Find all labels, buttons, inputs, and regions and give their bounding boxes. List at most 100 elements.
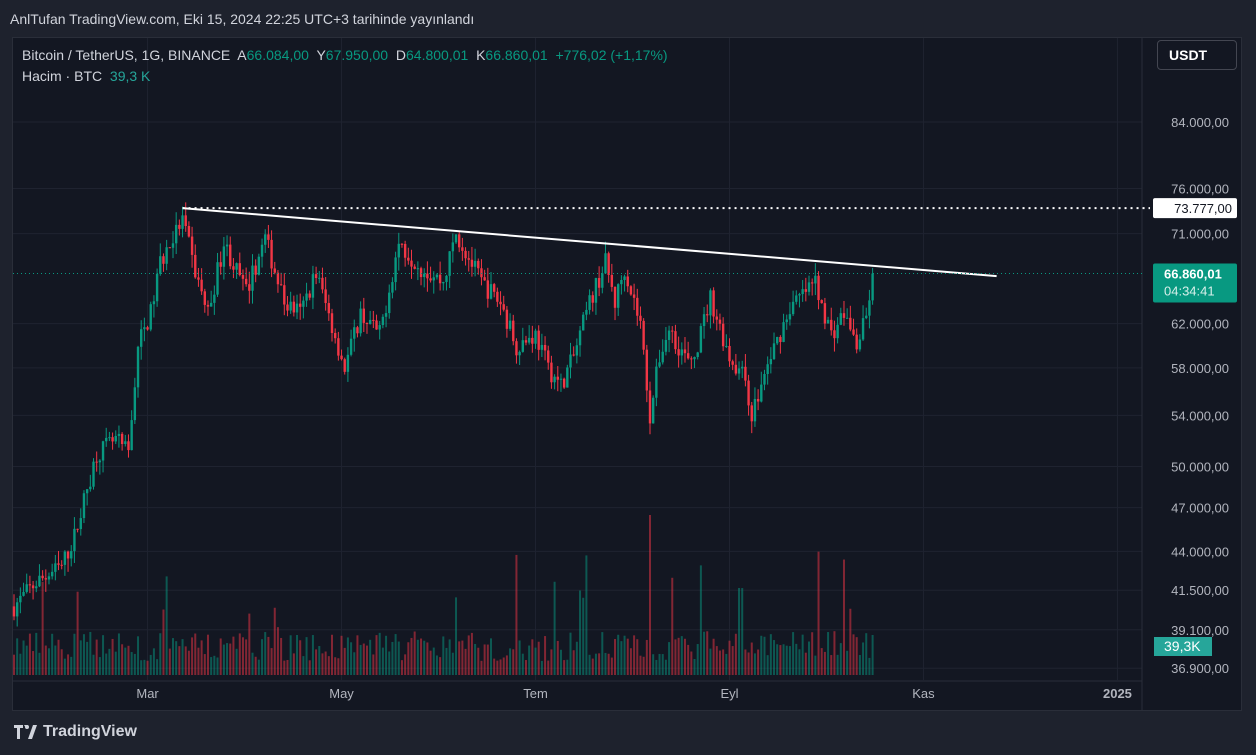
volume-bar — [750, 642, 753, 675]
y-tick-label: 71.000,00 — [1171, 227, 1229, 242]
candle-body — [413, 266, 416, 269]
candle-body — [311, 274, 315, 298]
volume-bar — [251, 652, 254, 675]
candle-body — [521, 340, 524, 352]
candle-body — [607, 253, 610, 275]
candle-body — [661, 351, 664, 363]
x-tick-label: Kas — [912, 686, 935, 701]
candle-body — [340, 355, 343, 360]
candle-body — [445, 275, 448, 282]
volume-bar — [117, 633, 120, 675]
candle-body — [651, 397, 655, 424]
candle-body — [566, 367, 569, 388]
candle-body — [776, 336, 779, 344]
volume-bar — [722, 649, 725, 675]
volume-bar — [769, 634, 772, 675]
volume-bar — [121, 644, 124, 675]
y-tick-label: 62.000,00 — [1171, 317, 1229, 332]
candle-body — [111, 437, 114, 442]
candle-body — [82, 493, 86, 519]
candle-body — [289, 301, 292, 311]
candle-body — [15, 602, 19, 617]
volume-bar — [92, 654, 95, 675]
candle-body — [73, 528, 76, 552]
candle-body — [388, 292, 391, 314]
volume-bar — [238, 633, 241, 675]
volume-bar — [439, 657, 442, 675]
candle-body — [168, 247, 172, 249]
candle-body — [810, 282, 814, 284]
candle-body — [823, 303, 827, 324]
candle-body — [149, 304, 152, 330]
chart-panel[interactable] — [12, 37, 1242, 711]
candle-body — [833, 330, 836, 339]
candle-body — [225, 244, 229, 247]
volume-bar — [229, 643, 232, 675]
candle-body — [318, 277, 321, 279]
volume-bar — [334, 657, 337, 675]
volume-bar — [693, 658, 696, 675]
candle-body — [28, 584, 32, 586]
volume-bar — [362, 643, 365, 675]
candle-body — [527, 337, 531, 343]
level-price-tag — [1153, 198, 1237, 219]
volume-bar — [842, 559, 845, 675]
volume-bar — [642, 656, 645, 675]
candle-body — [769, 359, 773, 365]
candle-body — [375, 320, 378, 330]
volume-bar — [86, 641, 89, 675]
volume-bar — [537, 641, 540, 675]
candle-body — [410, 260, 413, 267]
volume-bar — [601, 632, 604, 675]
volume-bar — [41, 581, 44, 675]
candle-body — [537, 330, 540, 350]
candle-body — [658, 362, 661, 367]
candle-body — [419, 268, 423, 278]
volume-bar — [547, 660, 550, 675]
candle-body — [333, 333, 337, 339]
volume-bar — [283, 660, 286, 675]
candle-body — [664, 339, 668, 352]
candle-body — [737, 368, 741, 374]
candle-body — [712, 290, 715, 317]
candle-body — [604, 253, 607, 274]
footer-brand[interactable]: TradingView — [14, 723, 137, 741]
volume-bar — [442, 636, 445, 675]
candle-body — [499, 301, 502, 305]
volume-value: 39,3 K — [109, 68, 151, 84]
candle-body — [858, 339, 862, 350]
candle-body — [66, 551, 70, 559]
candle-body — [779, 336, 782, 342]
volume-bar — [270, 648, 273, 675]
candle-body — [686, 353, 690, 359]
candle-body — [400, 243, 404, 245]
volume-bar — [480, 660, 483, 675]
candle-body — [569, 354, 572, 368]
volume-bar — [505, 655, 508, 675]
candle-body — [502, 304, 505, 310]
candle-body — [721, 323, 725, 347]
candle-body — [639, 315, 642, 321]
candle-body — [372, 319, 375, 321]
candle-body — [238, 263, 241, 276]
candle-body — [575, 345, 579, 356]
candle-body — [187, 226, 191, 237]
volume-label[interactable]: Hacim · BTC — [22, 68, 103, 84]
volume-bar — [617, 634, 620, 675]
volume-bar — [747, 652, 750, 675]
candle-body — [451, 242, 455, 252]
volume-bar — [836, 654, 839, 675]
candle-body — [152, 301, 156, 305]
symbol-name[interactable]: Bitcoin / TetherUS, 1G, BINANCE — [22, 47, 231, 63]
volume-bar — [38, 652, 41, 675]
candle-body — [184, 215, 187, 227]
chart-legend: Bitcoin / TetherUS, 1G, BINANCE A66.084,… — [22, 45, 668, 87]
volume-bar — [852, 634, 855, 675]
candle-body — [124, 441, 127, 444]
volume-bar — [668, 642, 671, 675]
currency-button[interactable]: USDT — [1157, 40, 1237, 70]
candle-body — [407, 257, 410, 261]
candle-body — [203, 291, 206, 305]
candle-body — [731, 361, 734, 365]
